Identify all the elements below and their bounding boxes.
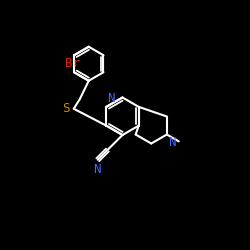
- Text: N: N: [108, 92, 115, 105]
- Text: N: N: [93, 163, 100, 176]
- Text: Br: Br: [65, 57, 80, 70]
- Text: N: N: [168, 136, 175, 149]
- Text: S: S: [62, 102, 69, 115]
